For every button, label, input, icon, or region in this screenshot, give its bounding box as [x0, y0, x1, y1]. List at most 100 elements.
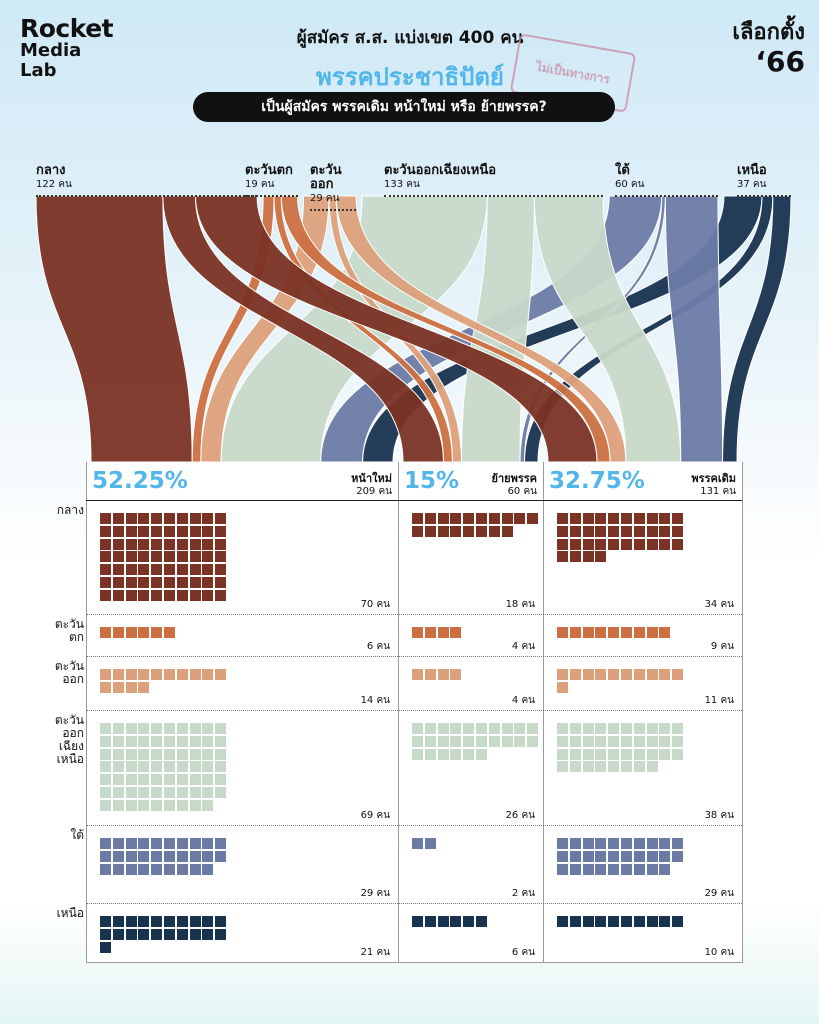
region-label-3: ตะวันออกเฉียงเหนือ 133 คน	[384, 164, 604, 197]
waffle-cell	[582, 723, 594, 734]
waffle-cell	[176, 863, 188, 875]
cell-count: 18 คน	[505, 599, 535, 610]
waffle-cell	[151, 761, 163, 773]
row-divider	[86, 825, 742, 826]
waffle-cell	[176, 774, 188, 786]
waffle-cell	[176, 928, 188, 940]
waffle-cell	[476, 723, 487, 734]
waffle-cell	[582, 863, 594, 875]
waffle-cell	[595, 669, 607, 680]
waffle-cell	[202, 735, 214, 747]
waffle-cell	[100, 774, 111, 786]
waffle-cell	[151, 627, 163, 638]
cell-count: 69 คน	[360, 810, 390, 821]
waffle-cell	[138, 564, 150, 576]
waffle-cell	[595, 850, 607, 862]
waffle-cell	[450, 627, 462, 638]
waffle-cell	[501, 513, 513, 524]
waffle-cell	[176, 669, 188, 680]
waffle-cell	[138, 577, 150, 588]
waffle-cell	[164, 564, 175, 576]
waffle-cell	[621, 627, 632, 638]
waffle-cell	[633, 761, 645, 773]
waffle-cell	[189, 525, 201, 537]
waffle-cell	[621, 723, 632, 734]
waffle-cell	[476, 513, 487, 524]
waffle-cell	[112, 916, 124, 927]
cell-count: 21 คน	[360, 947, 390, 958]
waffle-cell	[595, 723, 607, 734]
waffle-cell	[138, 928, 150, 940]
waffle-cell	[164, 577, 175, 588]
waffle-cell	[424, 525, 436, 537]
region-name: กลาง	[36, 163, 66, 178]
region-underline	[310, 209, 357, 211]
waffle-cell	[557, 525, 568, 537]
waffle-cell	[215, 774, 227, 786]
waffle-cell	[424, 735, 436, 747]
waffle-cell	[672, 916, 684, 927]
row-label-0: กลาง	[14, 504, 84, 517]
waffle-cell	[151, 551, 163, 563]
region-label-1: ตะวันตก 19 คน	[245, 164, 298, 197]
waffle-cell	[672, 723, 684, 734]
waffle-cell	[176, 787, 188, 798]
waffle-cell	[582, 538, 594, 550]
waffle-cell	[476, 735, 487, 747]
waffle-cell	[582, 627, 594, 638]
waffle-cell	[569, 863, 581, 875]
waffle-cell	[659, 525, 671, 537]
waffle-cell	[633, 525, 645, 537]
waffle-cell	[151, 863, 163, 875]
category-name: หน้าใหม่	[351, 472, 392, 485]
waffle-cell	[646, 735, 658, 747]
waffle-cell	[138, 774, 150, 786]
cell-count: 29 คน	[704, 888, 734, 899]
waffle-cell	[176, 838, 188, 849]
waffle-cell	[608, 723, 620, 734]
waffle-cell	[412, 838, 423, 849]
waffle-cell	[595, 838, 607, 849]
row-divider	[86, 614, 742, 615]
waffle-cell	[463, 735, 475, 747]
waffle-cell	[569, 761, 581, 773]
waffle-cell	[100, 564, 111, 576]
waffle-cell	[138, 669, 150, 680]
waffle-cell	[412, 513, 423, 524]
waffle-cell	[424, 748, 436, 760]
waffle-cell	[437, 513, 449, 524]
waffle-cell	[501, 723, 513, 734]
waffle-cell	[112, 735, 124, 747]
waffle-cell	[215, 850, 227, 862]
waffle-cell	[450, 748, 462, 760]
waffle-cell	[202, 723, 214, 734]
waffle-cell	[112, 774, 124, 786]
waffle-cell	[488, 723, 500, 734]
waffle-cell	[164, 787, 175, 798]
waffle-cell	[488, 525, 500, 537]
waffle-cell	[215, 735, 227, 747]
waffle-cell	[646, 863, 658, 875]
waffle-cell	[138, 761, 150, 773]
waffle-cell	[164, 551, 175, 563]
waffle-cell	[501, 735, 513, 747]
waffle-cell	[164, 669, 175, 680]
waffle-cell	[476, 525, 487, 537]
waffle-cell	[527, 735, 539, 747]
waffle-cell	[176, 551, 188, 563]
waffle-cell	[125, 916, 137, 927]
logo-line-1: Rocket	[20, 14, 114, 43]
waffle-cell	[659, 748, 671, 760]
waffle-cell	[164, 723, 175, 734]
waffle-cell	[189, 723, 201, 734]
waffle-cell	[215, 538, 227, 550]
brand-line-2: ‘66	[755, 45, 805, 78]
waffle-cell	[463, 723, 475, 734]
waffle-cell	[557, 551, 568, 563]
waffle-cell	[633, 538, 645, 550]
waffle-cell	[569, 627, 581, 638]
waffle-cell	[202, 928, 214, 940]
waffle-cell	[582, 669, 594, 680]
waffle-cell	[202, 513, 214, 524]
waffle-cell	[633, 850, 645, 862]
